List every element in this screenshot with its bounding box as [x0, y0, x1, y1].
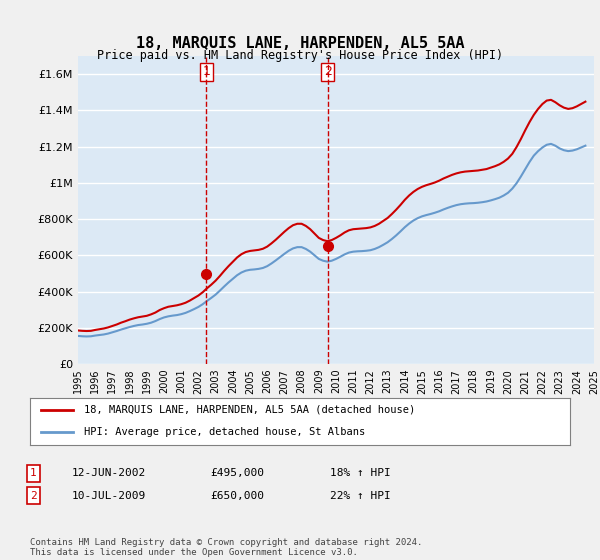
Text: 10-JUL-2009: 10-JUL-2009 — [72, 491, 146, 501]
Text: 1: 1 — [202, 66, 210, 78]
Text: Contains HM Land Registry data © Crown copyright and database right 2024.
This d: Contains HM Land Registry data © Crown c… — [30, 538, 422, 557]
Text: 22% ↑ HPI: 22% ↑ HPI — [330, 491, 391, 501]
Text: 18% ↑ HPI: 18% ↑ HPI — [330, 468, 391, 478]
Text: 2: 2 — [30, 491, 37, 501]
Text: 1: 1 — [30, 468, 37, 478]
Text: 18, MARQUIS LANE, HARPENDEN, AL5 5AA: 18, MARQUIS LANE, HARPENDEN, AL5 5AA — [136, 36, 464, 52]
Text: £650,000: £650,000 — [210, 491, 264, 501]
Text: £495,000: £495,000 — [210, 468, 264, 478]
Text: 12-JUN-2002: 12-JUN-2002 — [72, 468, 146, 478]
Text: 2: 2 — [324, 66, 332, 78]
Text: 18, MARQUIS LANE, HARPENDEN, AL5 5AA (detached house): 18, MARQUIS LANE, HARPENDEN, AL5 5AA (de… — [84, 404, 415, 414]
Text: HPI: Average price, detached house, St Albans: HPI: Average price, detached house, St A… — [84, 427, 365, 437]
Text: Price paid vs. HM Land Registry's House Price Index (HPI): Price paid vs. HM Land Registry's House … — [97, 49, 503, 62]
